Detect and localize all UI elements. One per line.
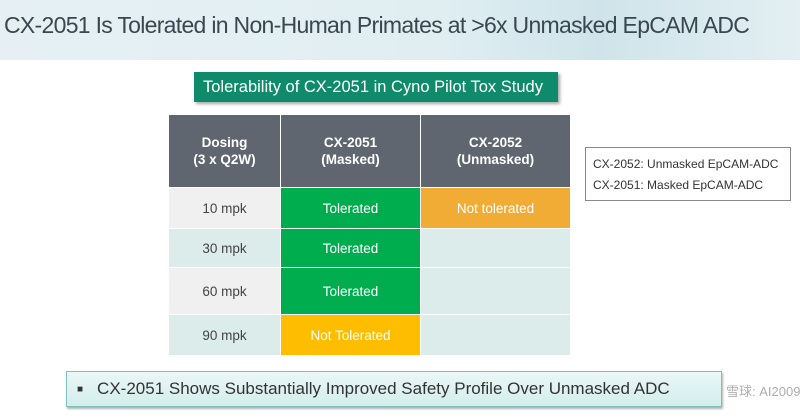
header-cx2051: CX-2051 (Masked) (280, 114, 421, 188)
legend-box: CX-2052: Unmasked EpCAM-ADC CX-2051: Mas… (585, 147, 791, 201)
dose-cell: 10 mpk (168, 187, 281, 229)
legend-item: CX-2051: Masked EpCAM-ADC (593, 178, 764, 192)
cx2052-cell (420, 228, 571, 268)
title-banner: CX-2051 Is Tolerated in Non-Human Primat… (0, 0, 800, 60)
table-row: 60 mpk Tolerated (168, 267, 571, 315)
table-row: 30 mpk Tolerated (168, 228, 571, 268)
header-line: CX-2051 (323, 135, 378, 150)
header-line: (Masked) (321, 152, 380, 167)
cx2052-cell (420, 267, 571, 315)
header-line: (Unmasked) (456, 152, 535, 167)
dose-cell: 90 mpk (168, 314, 281, 356)
tolerability-table: Dosing (3 x Q2W) CX-2051 (Masked) CX-2052 (… (168, 114, 571, 356)
cx2052-cell (420, 314, 571, 356)
watermark: 雪球: AI2009 (726, 384, 800, 399)
cx2051-cell: Tolerated (280, 187, 421, 229)
table-header-row: Dosing (3 x Q2W) CX-2051 (Masked) CX-2052 (… (168, 114, 571, 188)
table-row: 90 mpk Not Tolerated (168, 314, 571, 356)
cx2052-cell: Not tolerated (420, 187, 571, 229)
table-row: 10 mpk Tolerated Not tolerated (168, 187, 571, 229)
header-dosing: Dosing (3 x Q2W) (168, 114, 281, 188)
cx2051-cell: Tolerated (280, 228, 421, 268)
header-line: (3 x Q2W) (193, 152, 256, 167)
table-title: Tolerability of CX-2051 in Cyno Pilot To… (194, 72, 558, 102)
header-cx2052: CX-2052 (Unmasked) (420, 114, 571, 188)
legend-item: CX-2052: Unmasked EpCAM-ADC (593, 157, 779, 171)
dose-cell: 60 mpk (168, 267, 281, 315)
header-line: Dosing (201, 135, 248, 150)
header-line: CX-2052 (468, 135, 523, 150)
conclusion-box: ■ CX-2051 Shows Substantially Improved Sa… (66, 371, 722, 407)
dose-cell: 30 mpk (168, 228, 281, 268)
bullet-icon: ■ (77, 383, 84, 395)
cx2051-cell: Not Tolerated (280, 314, 421, 356)
conclusion-text: CX-2051 Shows Substantially Improved Saf… (97, 379, 670, 398)
cx2051-cell: Tolerated (280, 267, 421, 315)
page-title: CX-2051 Is Tolerated in Non-Human Primat… (4, 12, 750, 38)
